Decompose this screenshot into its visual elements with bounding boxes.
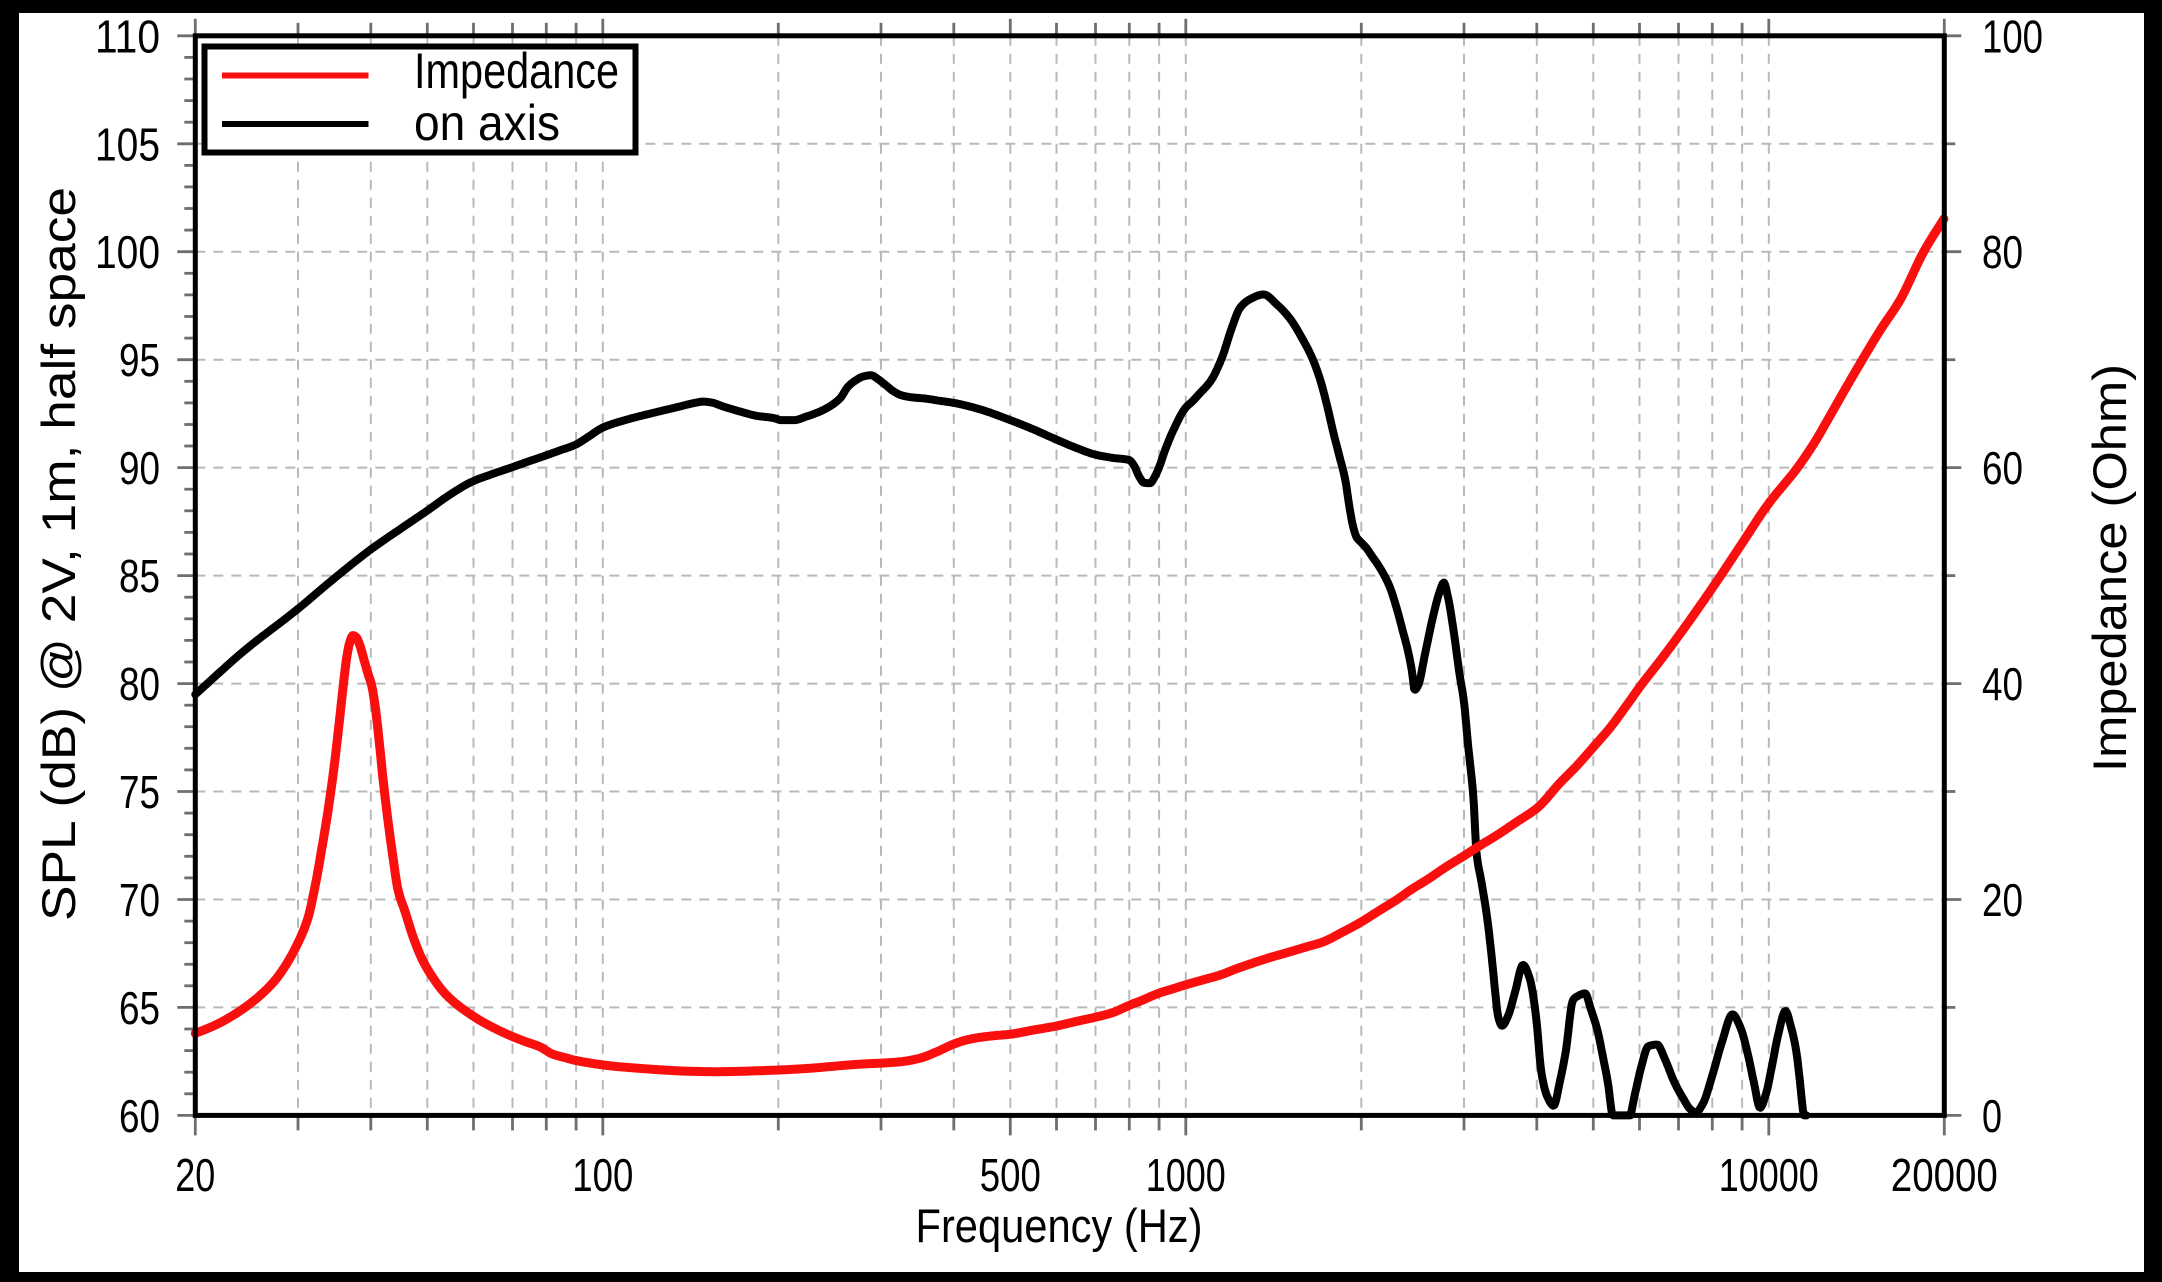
svg-text:90: 90 [119,442,160,494]
svg-text:60: 60 [1982,442,2023,494]
svg-text:20: 20 [1982,874,2023,926]
svg-text:60: 60 [119,1090,160,1142]
svg-text:110: 110 [95,10,160,62]
svg-text:20: 20 [175,1149,215,1201]
svg-text:100: 100 [1982,10,2043,62]
svg-text:20000: 20000 [1891,1149,1998,1201]
svg-text:70: 70 [119,874,160,926]
svg-text:0: 0 [1982,1090,2002,1142]
svg-text:95: 95 [119,334,160,386]
svg-text:500: 500 [980,1149,1041,1201]
svg-text:100: 100 [95,226,160,278]
svg-text:85: 85 [119,550,160,602]
svg-text:65: 65 [119,982,160,1034]
svg-text:80: 80 [119,658,160,710]
svg-text:Impedance (Ohm): Impedance (Ohm) [2083,364,2136,772]
svg-text:1000: 1000 [1146,1149,1226,1201]
svg-text:Frequency (Hz): Frequency (Hz) [916,1199,1203,1252]
svg-text:75: 75 [119,766,160,818]
svg-text:105: 105 [95,118,160,170]
svg-text:10000: 10000 [1719,1149,1819,1201]
svg-text:100: 100 [572,1149,633,1201]
svg-text:Impedance: Impedance [414,43,619,99]
svg-text:SPL (dB) @ 2V, 1m, half space: SPL (dB) @ 2V, 1m, half space [32,187,85,921]
svg-text:on axis: on axis [414,95,560,151]
svg-text:40: 40 [1982,658,2023,710]
svg-text:80: 80 [1982,226,2023,278]
